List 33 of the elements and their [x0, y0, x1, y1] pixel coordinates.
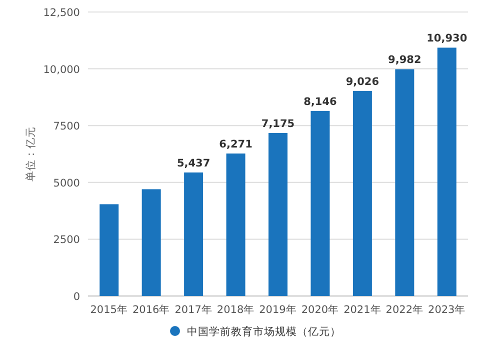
x-tick-label: 2020年	[301, 304, 340, 316]
data-label: 9,026	[346, 76, 380, 88]
bar	[437, 48, 456, 296]
x-tick-label: 2017年	[174, 304, 212, 316]
x-tick-label: 2016年	[132, 304, 170, 316]
data-label: 9,982	[388, 54, 422, 66]
bar	[142, 189, 161, 296]
legend-label: 中国学前教育市场规模（亿元）	[187, 325, 341, 338]
x-tick-label: 2023年	[428, 304, 466, 316]
bar	[184, 172, 204, 296]
x-tick-label: 2022年	[386, 304, 424, 316]
bar	[226, 154, 246, 296]
x-tick-label: 2021年	[344, 304, 382, 316]
x-tick-label: 2019年	[259, 304, 297, 316]
bar	[268, 132, 288, 296]
y-tick-label: 5000	[53, 177, 80, 190]
y-tick-label: 0	[73, 291, 80, 303]
y-tick-label: 2500	[53, 234, 80, 246]
x-tick-label: 2015年	[90, 304, 128, 316]
data-label: 5,437	[176, 157, 210, 170]
bar	[100, 204, 119, 296]
bar	[310, 110, 330, 296]
data-label: 10,930	[426, 32, 468, 45]
y-tick-label: 10,000	[43, 64, 80, 76]
bar	[395, 69, 414, 296]
y-axis-title: 单位：亿元	[24, 126, 37, 182]
data-label: 6,271	[219, 138, 252, 151]
y-tick-label: 12,500	[43, 7, 80, 19]
bar	[352, 90, 372, 296]
data-label: 8,146	[304, 96, 337, 108]
y-tick-label: 7500	[53, 120, 80, 133]
data-label: 7,175	[261, 118, 295, 130]
x-tick-label: 2018年	[216, 304, 255, 316]
